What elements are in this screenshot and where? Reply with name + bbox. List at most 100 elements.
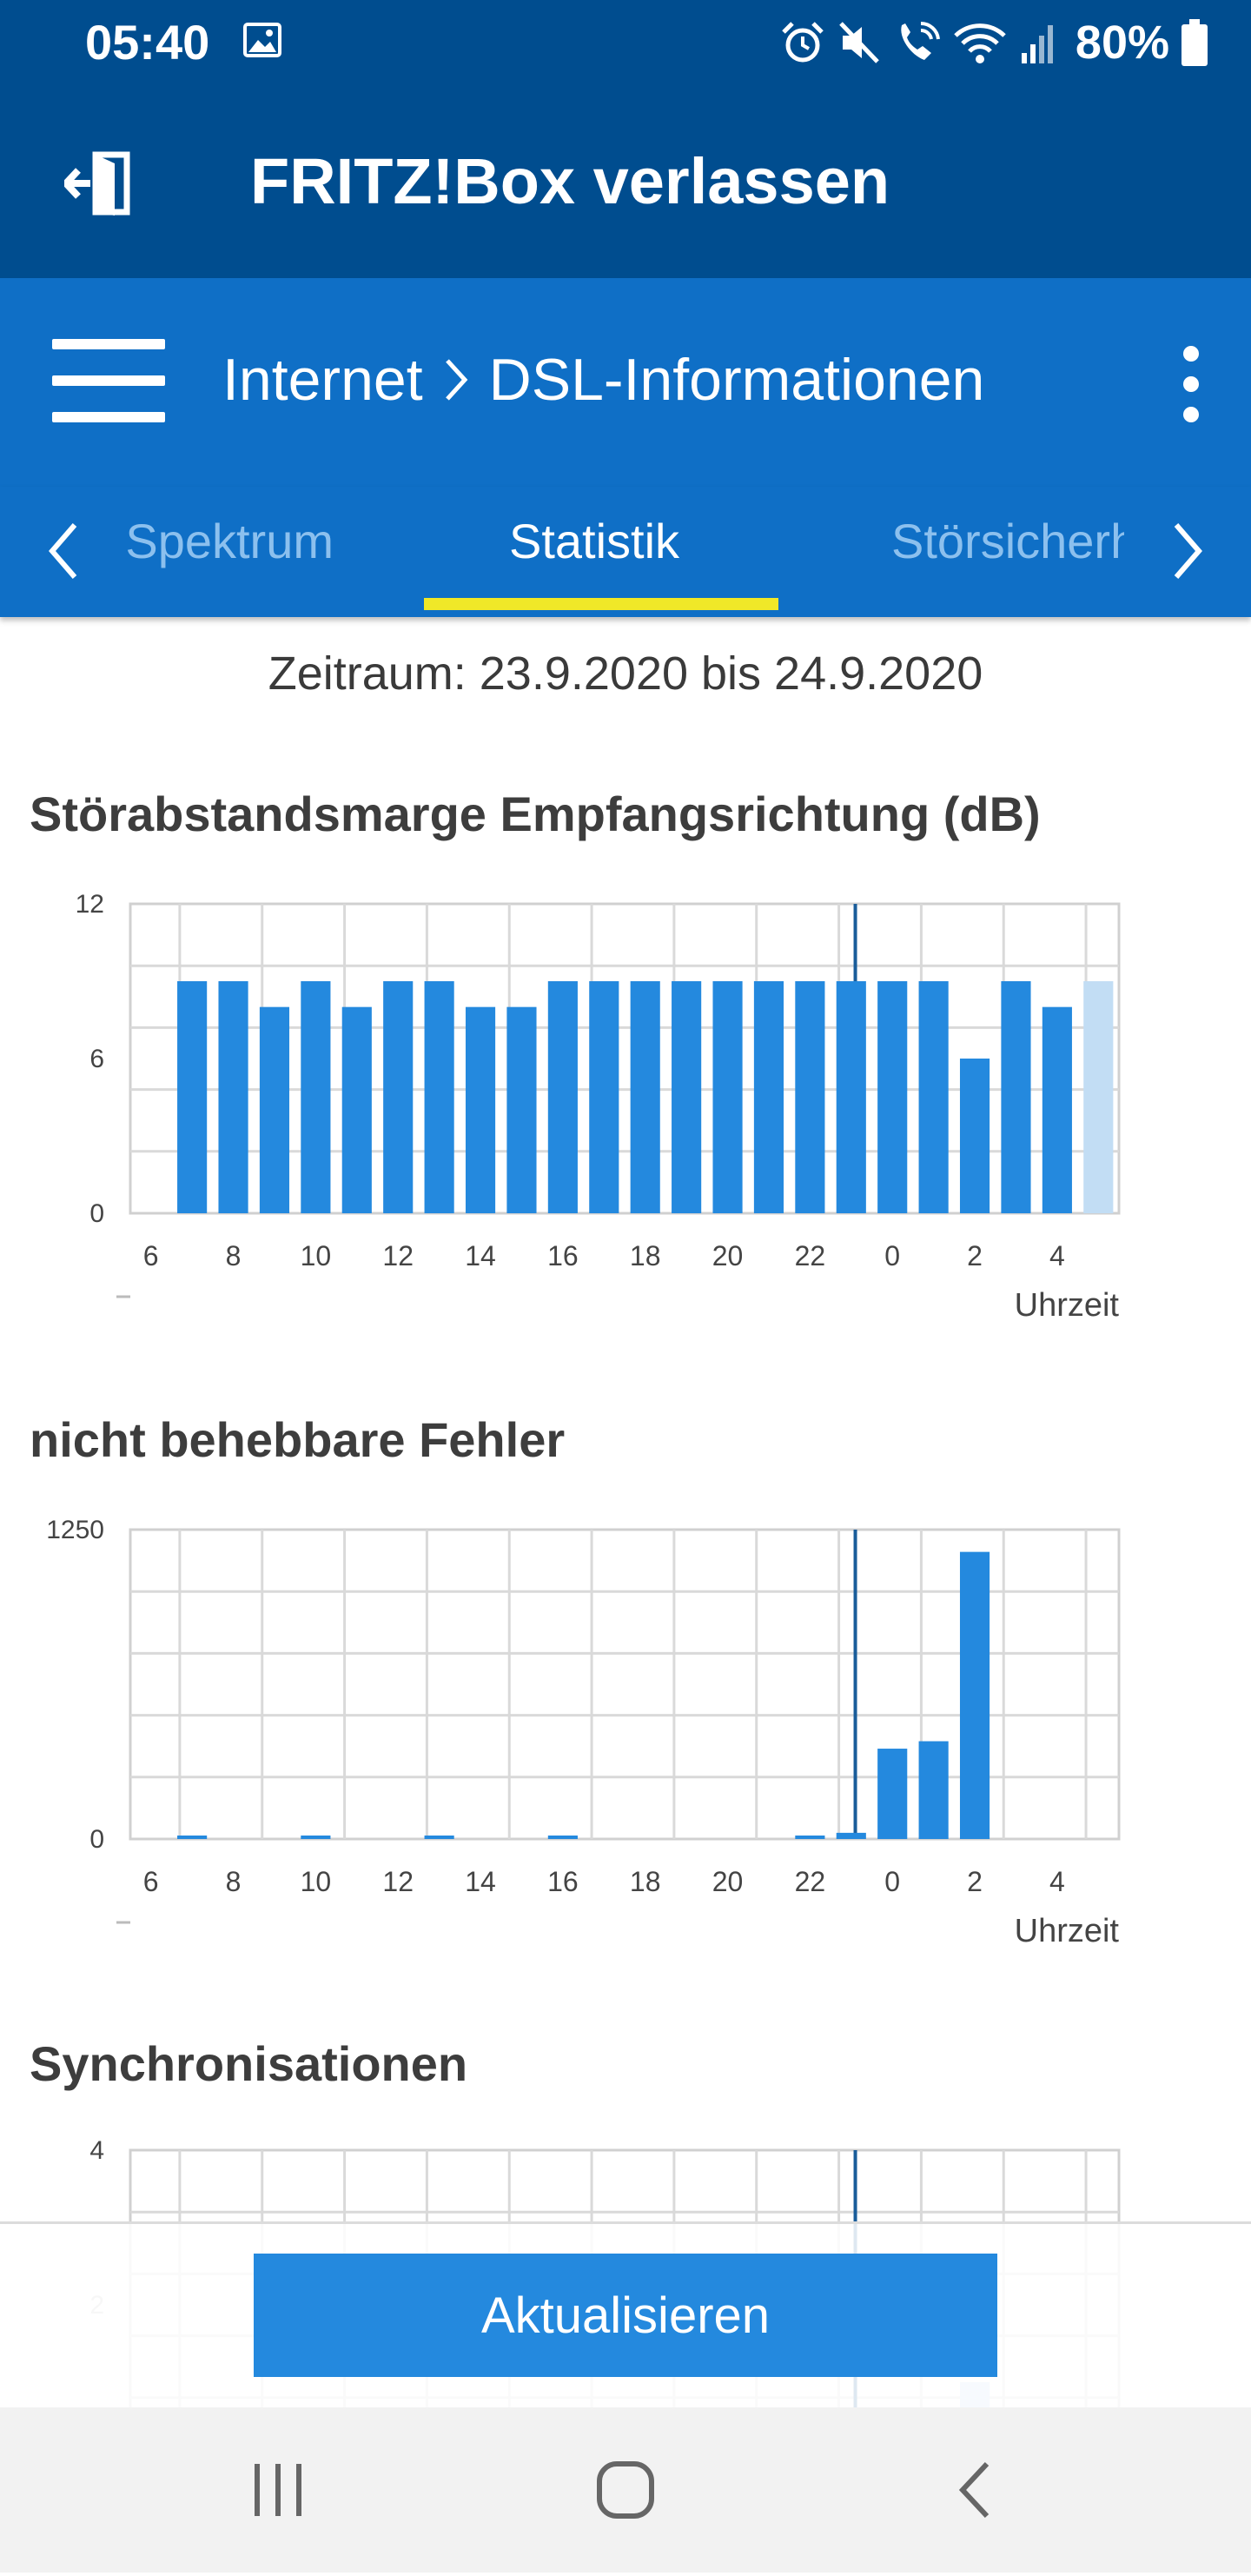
chevron-right-icon[interactable] bbox=[1161, 516, 1213, 586]
x-tick-label: 16 bbox=[547, 1240, 579, 1271]
tab-stoersicherheit[interactable]: Störsicherheit bbox=[891, 514, 1124, 568]
y-tick-label: 12 bbox=[76, 890, 104, 919]
x-tick-label: 14 bbox=[465, 1240, 496, 1271]
bar bbox=[589, 981, 619, 1213]
bar bbox=[177, 981, 208, 1213]
x-tick-label: 14 bbox=[465, 1866, 496, 1897]
bar bbox=[341, 1006, 372, 1213]
bar bbox=[712, 981, 743, 1213]
bar bbox=[630, 981, 660, 1213]
x-tick-label: 18 bbox=[630, 1866, 661, 1897]
active-tab-indicator bbox=[424, 598, 778, 610]
bar bbox=[259, 1006, 290, 1213]
recent-apps-icon[interactable] bbox=[243, 2455, 313, 2525]
wifi-icon bbox=[954, 23, 1006, 63]
x-tick-label: 2 bbox=[967, 1866, 983, 1897]
mute-icon bbox=[839, 22, 879, 63]
x-tick-label: 10 bbox=[301, 1866, 332, 1897]
home-icon[interactable] bbox=[591, 2455, 660, 2525]
system-navigation-bar bbox=[0, 2407, 1251, 2573]
period-label: Zeitraum: 23.9.2020 bis 24.9.2020 bbox=[268, 647, 983, 700]
errors-chart-svg: 0 1250 6 8 10 12 14 16 18 20 22 0 2 4 Uhrzeit bbox=[46, 1516, 1121, 1949]
bar bbox=[218, 981, 248, 1213]
bottom-action-panel: Aktualisieren bbox=[0, 2221, 1251, 2410]
errors-chart: 0 1250 6 8 10 12 14 16 18 20 22 0 2 4 Uhrzeit bbox=[0, 1504, 1251, 1955]
bar bbox=[383, 981, 414, 1213]
bar bbox=[1083, 981, 1114, 1213]
snr-chart-svg: 0 6 12 6 8 10 12 14 16 18 20 22 0 2 4 Uhrzeit bbox=[76, 890, 1121, 1324]
bar bbox=[959, 1551, 990, 1839]
status-bar: 05:40 80% bbox=[0, 0, 1251, 83]
y-tick-label: 4 bbox=[89, 2136, 104, 2165]
breadcrumb-parent[interactable]: Internet bbox=[222, 347, 423, 413]
bar bbox=[753, 981, 784, 1213]
app-header: FRITZ!Box verlassen bbox=[0, 83, 1251, 278]
back-icon[interactable] bbox=[942, 2455, 1011, 2525]
x-tick-label: 12 bbox=[382, 1866, 414, 1897]
x-tick-label: 2 bbox=[967, 1240, 983, 1271]
x-tick-label: 22 bbox=[795, 1866, 826, 1897]
bar bbox=[301, 981, 331, 1213]
status-icons: 80% bbox=[780, 12, 1208, 73]
x-tick-label: 4 bbox=[1049, 1240, 1065, 1271]
exit-icon[interactable] bbox=[64, 151, 134, 216]
breadcrumb-current: DSL-Informationen bbox=[488, 347, 985, 413]
x-tick-label: 10 bbox=[301, 1240, 332, 1271]
bar bbox=[877, 981, 908, 1213]
x-tick-label: 16 bbox=[547, 1866, 579, 1897]
bar bbox=[918, 981, 949, 1213]
bar bbox=[547, 1836, 578, 1839]
x-tick-label: 12 bbox=[382, 1240, 414, 1271]
battery-percentage: 80% bbox=[1075, 17, 1169, 69]
x-axis-label: Uhrzeit bbox=[1015, 1913, 1120, 1949]
bar bbox=[877, 1749, 908, 1839]
chart-frame bbox=[129, 902, 1121, 1215]
bar bbox=[301, 1836, 331, 1839]
breadcrumb: Internet DSL-Informationen bbox=[222, 346, 984, 414]
x-tick-label: 20 bbox=[712, 1866, 744, 1897]
bar bbox=[795, 1836, 825, 1839]
bar bbox=[836, 1832, 866, 1839]
tab-spektrum[interactable]: Spektrum bbox=[125, 514, 334, 568]
chevron-left-icon[interactable] bbox=[38, 516, 90, 586]
chevron-right-icon bbox=[445, 359, 467, 401]
bar bbox=[959, 1059, 990, 1213]
x-tick-label: 6 bbox=[143, 1240, 159, 1271]
more-options-icon[interactable] bbox=[1178, 346, 1204, 429]
status-time: 05:40 bbox=[85, 15, 210, 70]
tab-statistik[interactable]: Statistik bbox=[509, 514, 680, 568]
alarm-icon bbox=[782, 22, 824, 63]
bar bbox=[547, 981, 578, 1213]
bar bbox=[836, 981, 866, 1213]
gallery-notification-icon bbox=[243, 23, 281, 57]
bar bbox=[424, 981, 454, 1213]
x-tick-label: 6 bbox=[143, 1866, 159, 1897]
tab-bar: Spektrum Statistik Störsicherheit bbox=[0, 487, 1251, 617]
snr-chart: 0 6 12 6 8 10 12 14 16 18 20 22 0 2 4 Uhrzeit bbox=[0, 878, 1251, 1330]
bar bbox=[465, 1006, 496, 1213]
refresh-button[interactable]: Aktualisieren bbox=[254, 2254, 997, 2377]
x-tick-label: 18 bbox=[630, 1240, 661, 1271]
bar bbox=[424, 1836, 454, 1839]
battery-icon bbox=[1182, 19, 1208, 66]
bar bbox=[672, 981, 702, 1213]
y-tick-label: 0 bbox=[89, 1825, 104, 1854]
bar bbox=[918, 1741, 949, 1839]
y-tick-label: 1250 bbox=[46, 1516, 104, 1544]
bar bbox=[1001, 981, 1031, 1213]
bar bbox=[1042, 1006, 1072, 1213]
y-tick-label: 0 bbox=[89, 1199, 104, 1228]
x-tick-label: 8 bbox=[226, 1240, 242, 1271]
section-title-errors: nicht behebbare Fehler bbox=[30, 1412, 566, 1467]
bar bbox=[795, 981, 825, 1213]
x-axis-label: Uhrzeit bbox=[1015, 1287, 1120, 1324]
signal-icon bbox=[1021, 25, 1053, 63]
x-tick-label: 22 bbox=[795, 1240, 826, 1271]
x-tick-label: 20 bbox=[712, 1240, 744, 1271]
header-title[interactable]: FRITZ!Box verlassen bbox=[250, 145, 890, 217]
x-tick-label: 0 bbox=[884, 1866, 900, 1897]
x-tick-label: 4 bbox=[1049, 1866, 1065, 1897]
bar bbox=[506, 1006, 537, 1213]
chart-frame bbox=[129, 1528, 1121, 1841]
menu-icon[interactable] bbox=[52, 339, 165, 426]
